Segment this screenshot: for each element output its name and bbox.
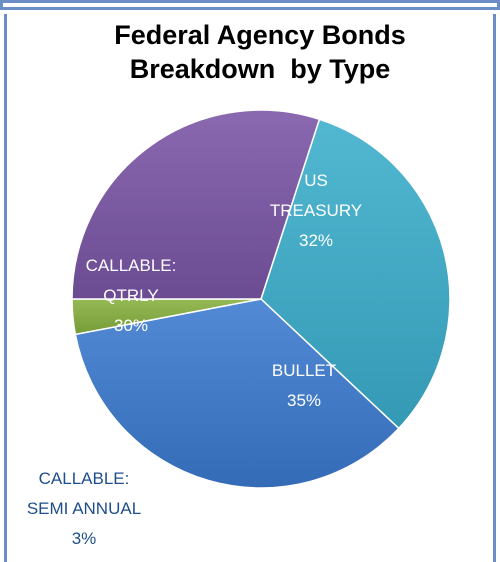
pie-slice-3-label-1: QTRLY <box>103 286 158 305</box>
chart-title-line-2: Breakdown by Type <box>129 54 391 84</box>
pie-slice-1-label-0: BULLET <box>272 361 336 380</box>
pie-slice-0-label-0: US <box>304 171 328 190</box>
pie-slice-1 <box>74 298 400 489</box>
pie-slice-0 <box>260 118 451 430</box>
pie-slices <box>71 109 451 489</box>
pie-slice-0-label-1: TREASURY <box>270 201 362 220</box>
pie-labels: US TREASURY 32% BULLET 35% CALLABLE: SEMI ANNU… <box>27 171 362 548</box>
chart-title: Federal Agency Bonds Breakdown by Type <box>20 18 500 86</box>
pie-slice-3 <box>71 109 321 300</box>
pie-slice-2-label-0: CALLABLE: <box>39 469 130 488</box>
pie-slice-0-pct-label: 32% <box>299 231 333 250</box>
pie-slice-3-pct-label: 30% <box>114 316 148 335</box>
pie-slice-1-pct-label: 35% <box>287 391 321 410</box>
pie-slice-2-pct-label: 3% <box>72 529 97 548</box>
chart-title-line-1: Federal Agency Bonds <box>114 20 406 50</box>
pie-slice-3-label-0: CALLABLE: <box>86 256 177 275</box>
pie-slice-2-label-1: SEMI ANNUAL <box>27 499 141 518</box>
